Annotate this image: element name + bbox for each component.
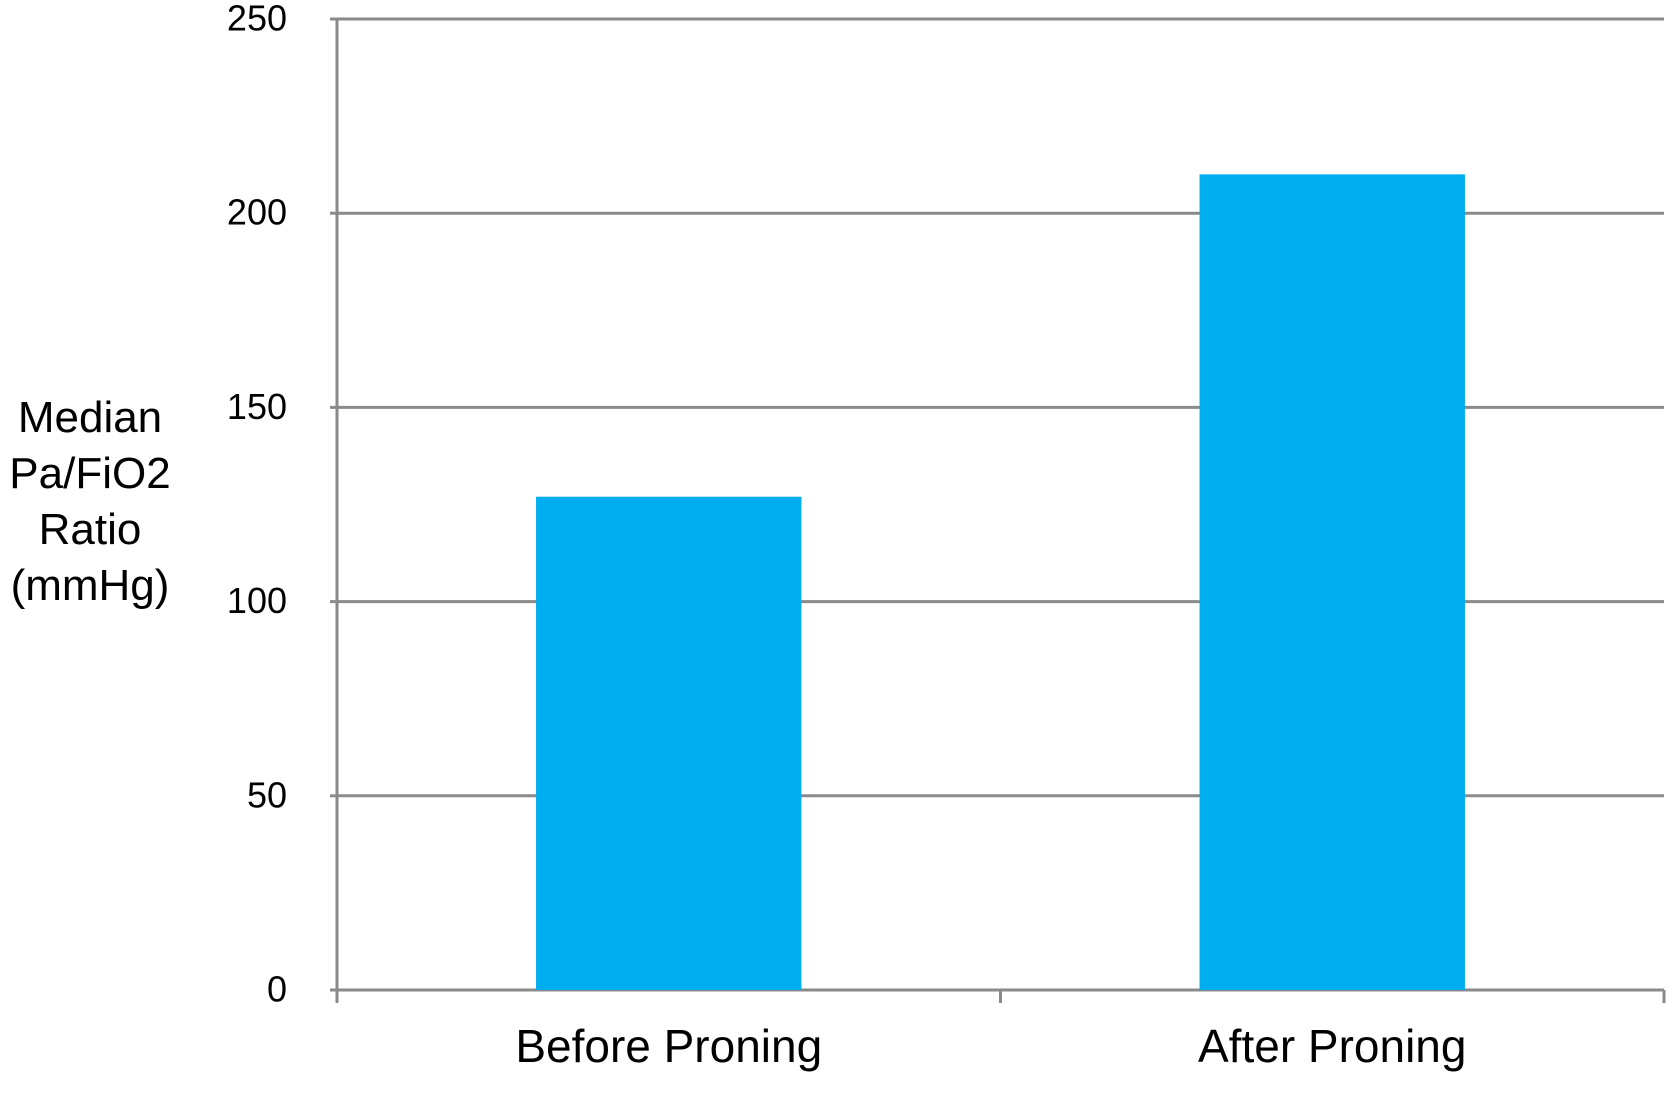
y-tick-label: 50: [247, 774, 287, 815]
x-tick-label: Before Proning: [515, 1020, 822, 1072]
y-tick-label: 100: [227, 580, 287, 621]
y-tick-label: 200: [227, 192, 287, 233]
y-tick-label: 0: [267, 969, 287, 1010]
y-tick-label: 250: [227, 0, 287, 39]
x-tick-label: After Proning: [1198, 1020, 1466, 1072]
bar: [1199, 174, 1465, 991]
bar: [536, 496, 802, 990]
y-tick-label: 150: [227, 386, 287, 427]
y-axis-label: Median Pa/FiO2 Ratio (mmHg): [9, 393, 171, 610]
